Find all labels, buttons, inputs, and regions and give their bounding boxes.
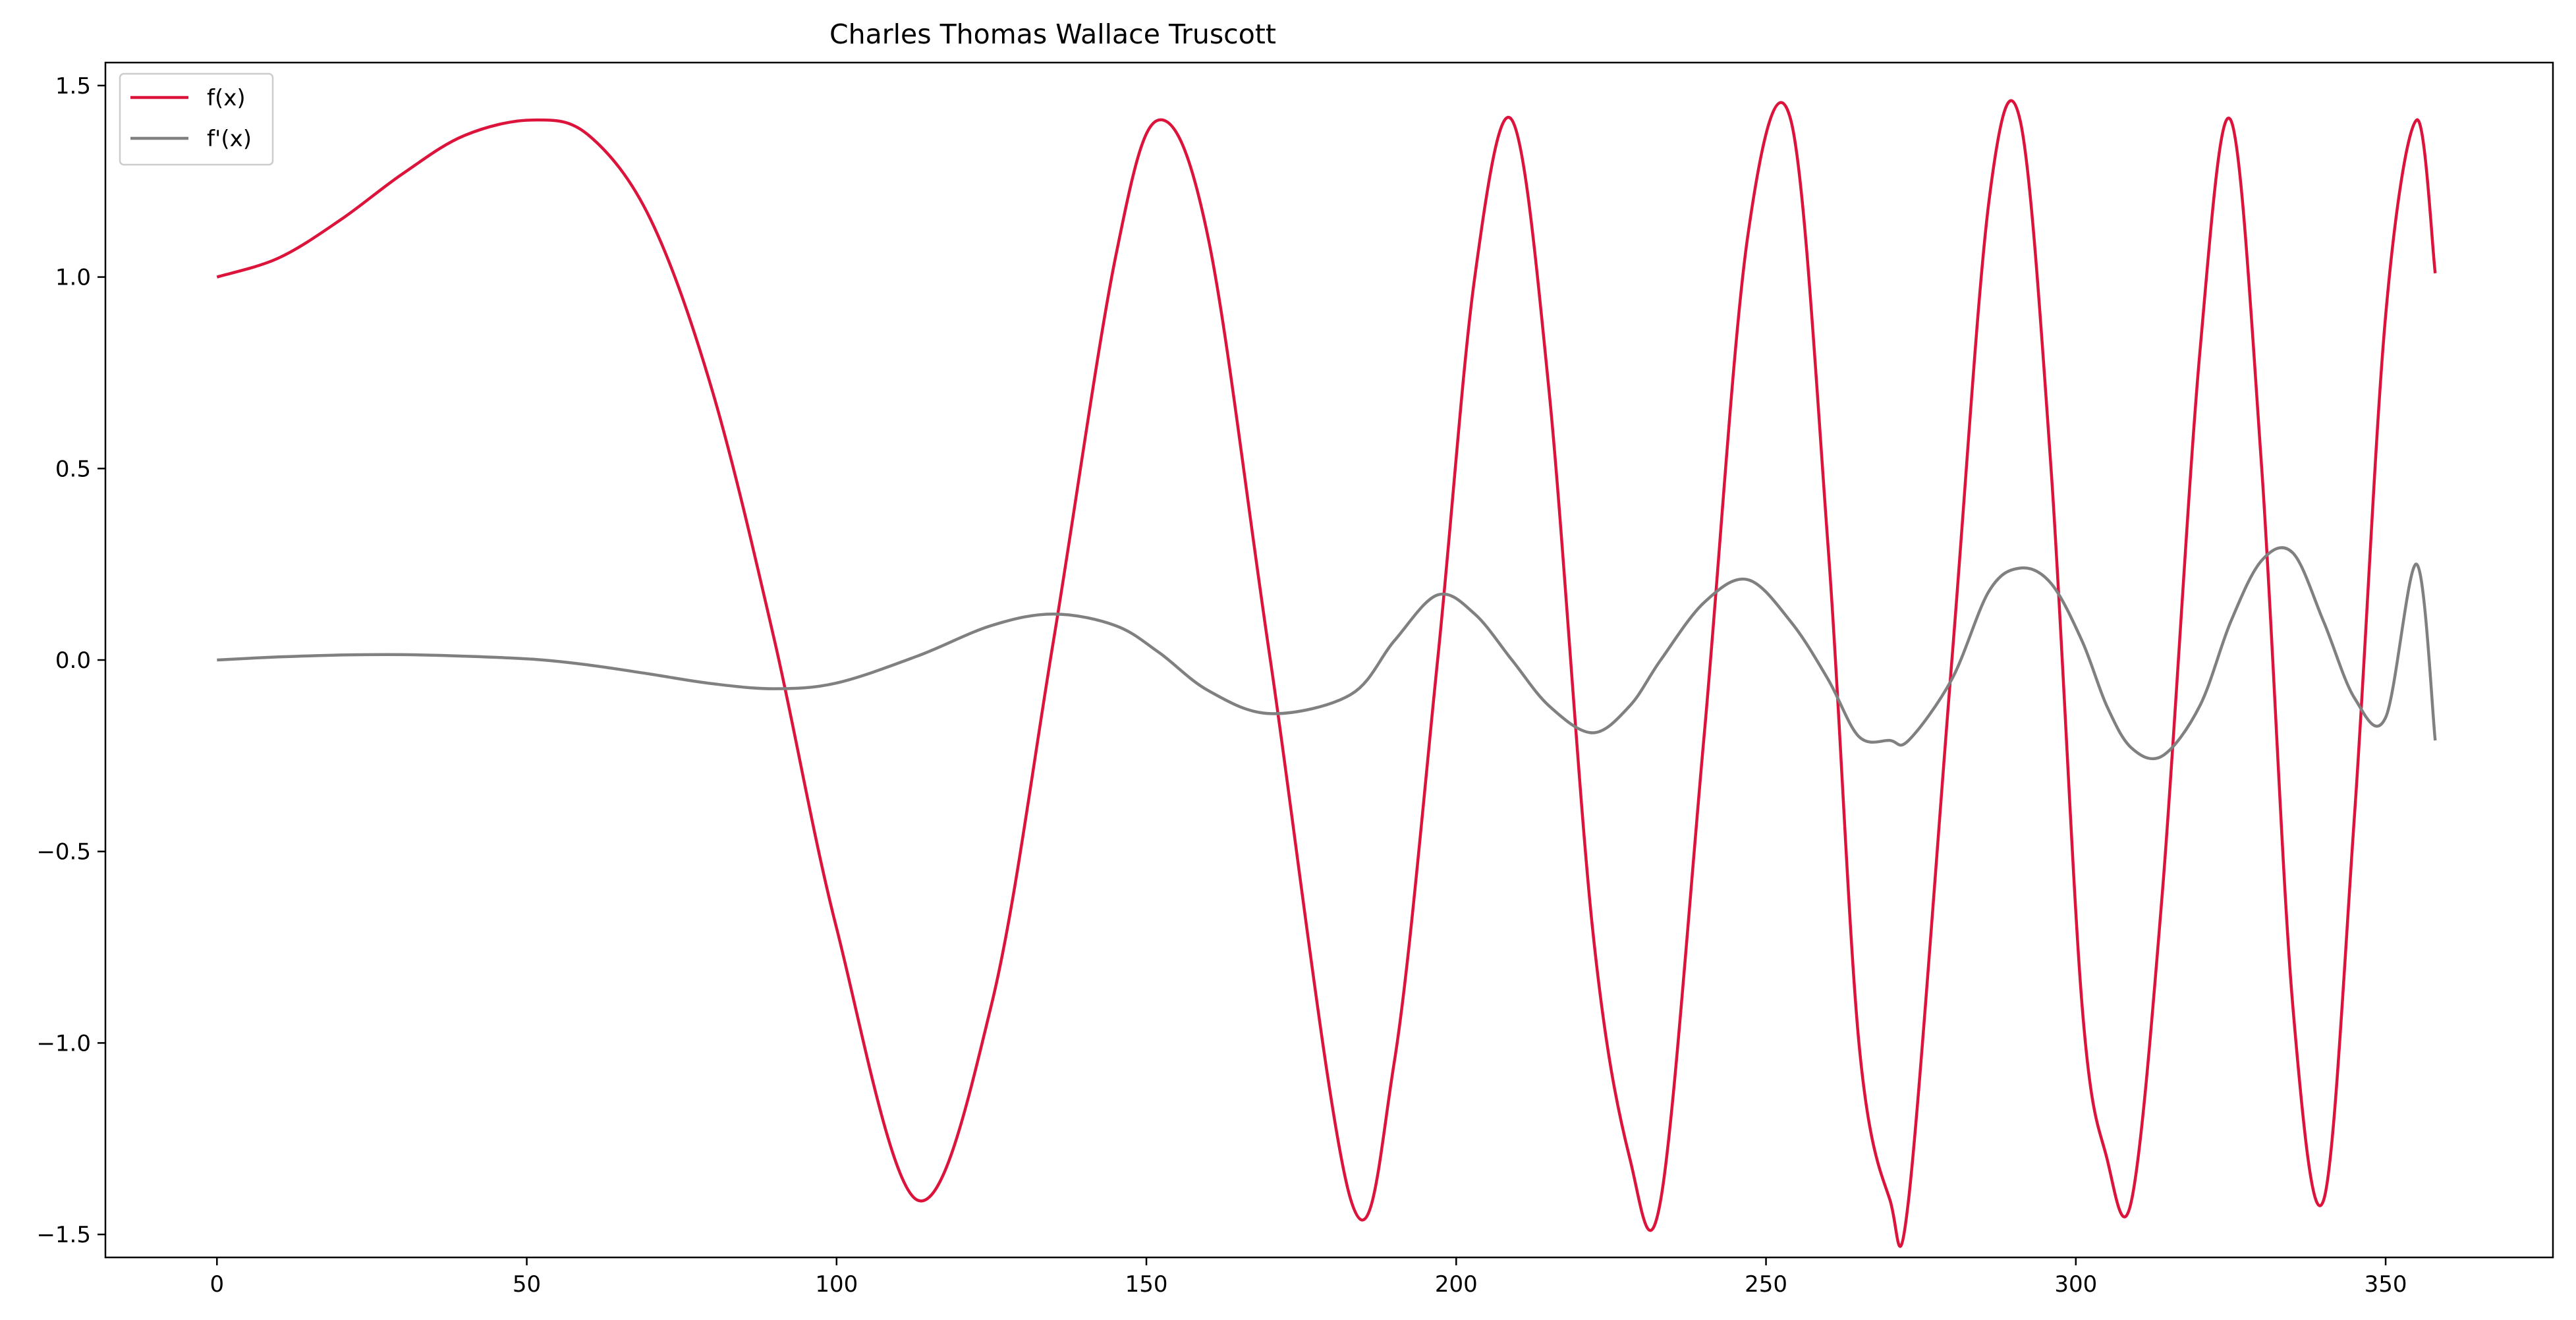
y-tick-label: −1.5: [36, 1222, 91, 1248]
x-tick-label: 300: [2054, 1271, 2097, 1298]
y-tick-label: 1.0: [55, 265, 91, 291]
x-tick-label: 100: [815, 1271, 858, 1298]
chart-title: Charles Thomas Wallace Truscott: [829, 18, 1276, 50]
y-tick-label: −0.5: [36, 839, 91, 866]
series-layer: [216, 99, 2437, 1248]
legend-label: f'(x): [207, 126, 252, 152]
y-tick-label: −1.0: [36, 1030, 91, 1057]
x-tick-label: 0: [210, 1271, 224, 1298]
legend-label: f(x): [207, 85, 246, 111]
y-axis: 1.5 1.0 0.5 0.0 −0.5 −1.0 −1.5: [36, 73, 105, 1248]
x-tick-label: 350: [2365, 1271, 2407, 1298]
y-tick-label: 0.0: [55, 647, 91, 674]
x-tick-label: 200: [1435, 1271, 1478, 1298]
y-tick-label: 1.5: [55, 73, 91, 99]
x-tick-label: 250: [1745, 1271, 1787, 1298]
legend: f(x) f'(x): [119, 72, 274, 166]
y-tick-label: 0.5: [55, 456, 91, 482]
x-axis: 0 50 100 150 200 250 300 350: [210, 1257, 2407, 1298]
series-line-f: [216, 99, 2437, 1248]
x-tick-label: 50: [513, 1271, 541, 1298]
x-tick-label: 150: [1125, 1271, 1168, 1298]
series-line-f-prime: [217, 546, 2437, 761]
